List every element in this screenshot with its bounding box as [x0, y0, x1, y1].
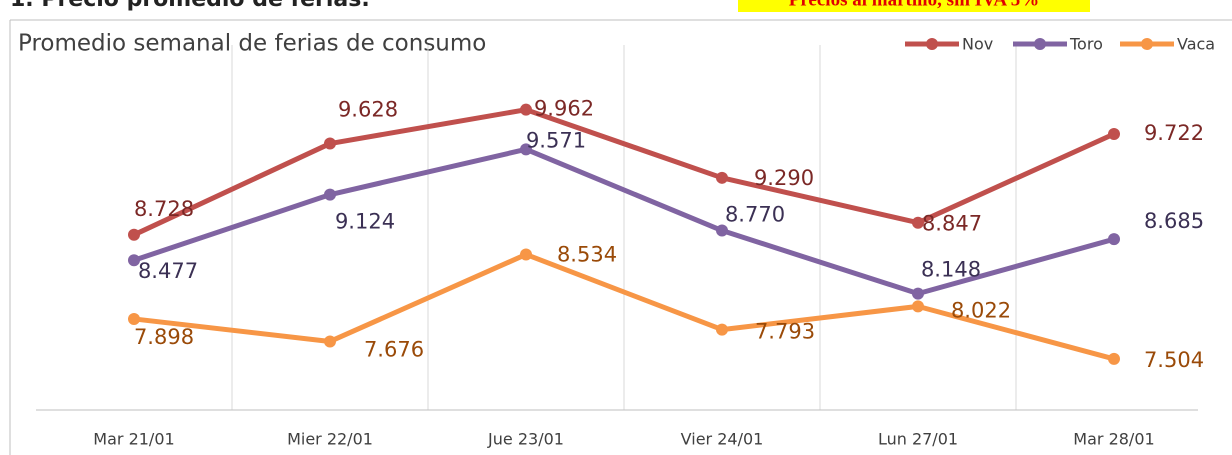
data-label: 9.290	[754, 166, 814, 190]
point	[1108, 352, 1120, 365]
data-label: 9.628	[338, 98, 398, 122]
note-box	[738, 0, 1090, 12]
data-label: 8.148	[921, 258, 981, 282]
data-label: 8.728	[134, 197, 194, 221]
legend-marker	[1141, 38, 1153, 50]
series-line	[133, 146, 1115, 297]
data-label: 8.534	[557, 242, 617, 266]
point	[716, 323, 728, 336]
legend-marker	[1034, 38, 1046, 50]
point	[1108, 233, 1120, 246]
point	[912, 287, 924, 300]
point	[324, 335, 336, 348]
data-label: 7.898	[134, 325, 194, 349]
note: Precios al martillo, sin IVA 5%	[789, 0, 1040, 10]
data-label: 8.022	[951, 298, 1011, 322]
point	[520, 143, 532, 156]
data-label: 8.770	[725, 203, 785, 227]
data-label: 9.571	[526, 128, 586, 152]
point	[520, 103, 532, 116]
legend-label: Toro	[1069, 35, 1103, 54]
data-label: 9.962	[534, 97, 594, 121]
point	[128, 228, 140, 241]
x-tick-label: Mar 28/01	[1073, 430, 1154, 449]
data-label: 8.685	[1144, 209, 1204, 233]
x-tick-label: Jue 23/01	[487, 430, 564, 449]
point	[520, 248, 532, 261]
x-tick-label: Mar 21/01	[93, 430, 174, 449]
data-label: 8.477	[138, 259, 198, 283]
data-label: 7.504	[1144, 348, 1204, 372]
page-title: 1. Precio promedio de ferias.	[10, 0, 370, 12]
point	[716, 171, 728, 184]
chart-title: Promedio semanal de ferias de consumo	[18, 31, 486, 57]
data-label: 8.847	[922, 212, 982, 236]
point	[912, 216, 924, 229]
point	[128, 312, 140, 325]
point	[128, 254, 140, 267]
legend-marker	[926, 38, 938, 50]
data-label: 7.676	[364, 337, 424, 361]
point	[1108, 128, 1120, 141]
x-tick-label: Vier 24/01	[681, 430, 764, 449]
point	[324, 188, 336, 201]
data-label: 9.124	[335, 210, 395, 234]
series-line	[132, 107, 1116, 238]
data-label: 9.722	[1144, 121, 1204, 145]
series-line	[133, 251, 1115, 362]
legend-label: Nov	[962, 35, 993, 54]
point	[324, 137, 336, 150]
point	[912, 300, 924, 313]
x-tick-label: Mier 22/01	[287, 430, 373, 449]
data-label: 7.793	[755, 320, 815, 344]
legend-label: Vaca	[1177, 35, 1215, 54]
point	[716, 224, 728, 237]
x-tick-label: Lun 27/01	[878, 430, 958, 449]
